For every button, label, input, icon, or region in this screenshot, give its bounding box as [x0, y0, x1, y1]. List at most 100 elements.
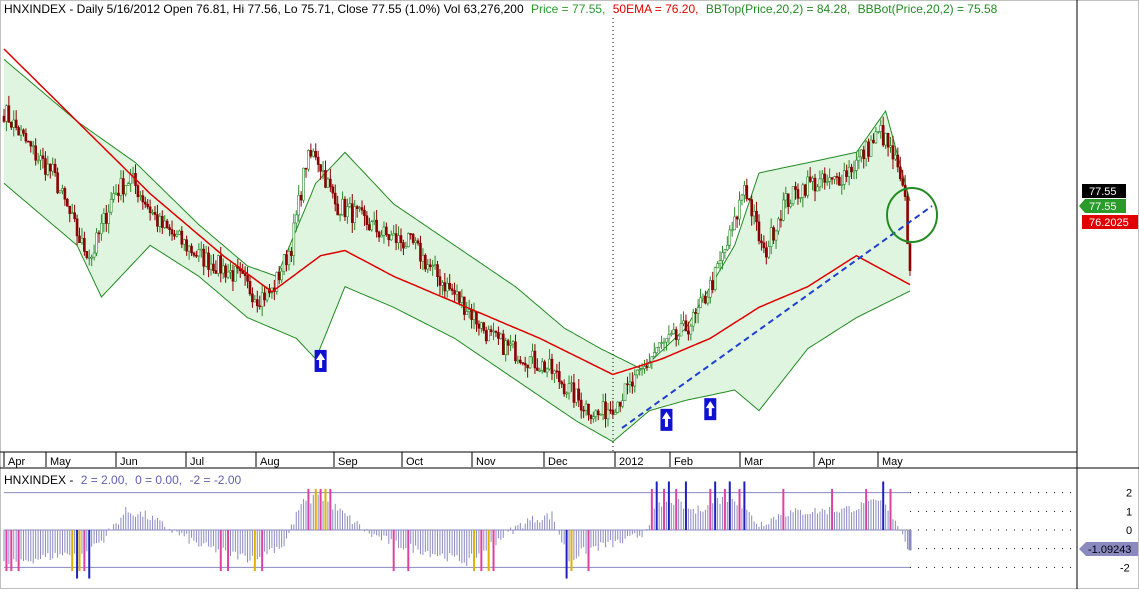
close-price-tag: 77.55: [1089, 201, 1117, 213]
candle: [207, 246, 210, 278]
candle: [504, 337, 508, 362]
candle: [441, 280, 444, 296]
candle: [404, 241, 408, 249]
candle: [411, 233, 415, 245]
candle: [867, 138, 870, 162]
price-candles: [2, 95, 912, 428]
candle: [307, 149, 310, 172]
candle: [755, 201, 758, 231]
date-tick-label: Jul: [190, 456, 204, 468]
candle: [818, 170, 822, 192]
candle: [424, 253, 427, 272]
candle: [796, 183, 800, 205]
candle: [68, 205, 72, 223]
candle: [465, 301, 469, 315]
candle: [151, 209, 154, 216]
candle: [599, 413, 602, 416]
osc-header: HNXINDEX - 2 = 2.00, 0 = 0.00, -2 = -2.0…: [4, 473, 241, 487]
buy-arrow: [660, 408, 673, 431]
osc-value-text: -1.09243: [1088, 544, 1131, 556]
candle: [324, 160, 327, 189]
candle: [363, 205, 366, 226]
candle: [655, 346, 659, 355]
candle: [823, 167, 827, 190]
candle: [389, 230, 393, 242]
candle: [665, 338, 668, 351]
candle: [477, 320, 481, 336]
candle: [117, 184, 120, 203]
date-tick-label: Feb: [674, 456, 693, 468]
candle: [555, 363, 559, 379]
candle: [565, 391, 568, 399]
candle: [392, 224, 395, 236]
candle: [204, 245, 208, 268]
candle: [594, 409, 598, 422]
date-tick-label: 2012: [619, 456, 643, 468]
candle: [657, 342, 661, 352]
candle: [112, 186, 115, 203]
candle: [494, 330, 498, 338]
candle: [380, 229, 383, 238]
candle: [90, 254, 93, 267]
candle: [631, 372, 634, 394]
candle: [202, 244, 206, 276]
candle: [718, 251, 722, 272]
buy-signal-arrows: [314, 349, 717, 431]
candle: [397, 226, 400, 250]
candle: [136, 183, 140, 203]
candle: [618, 401, 622, 413]
candle: [652, 342, 656, 359]
osc-bars: [3, 481, 912, 579]
close-price-tag-bg: [1079, 199, 1126, 213]
candle: [750, 195, 753, 226]
bollinger-band-lines: [3, 58, 911, 443]
candle: [716, 261, 719, 269]
candle: [886, 132, 890, 157]
candle: [360, 200, 364, 215]
candle: [358, 205, 361, 213]
candle: [243, 266, 247, 286]
last-price-tag-bg: [1082, 184, 1126, 198]
candle: [285, 250, 288, 272]
candle: [104, 204, 108, 232]
candle: [735, 215, 739, 228]
candle: [251, 287, 254, 308]
candle: [314, 143, 318, 161]
candle: [414, 237, 417, 250]
candle: [582, 405, 585, 419]
candle: [570, 375, 573, 393]
candle: [896, 147, 900, 173]
candle: [601, 393, 605, 421]
candle: [14, 110, 18, 131]
candle: [726, 236, 729, 252]
candle: [17, 125, 20, 136]
candle: [828, 168, 831, 190]
candle: [577, 379, 581, 408]
candle: [346, 198, 349, 224]
date-tick-label: Apr: [8, 456, 25, 468]
candle: [704, 290, 707, 305]
candle: [185, 235, 188, 256]
candle: [850, 163, 853, 179]
candle: [190, 243, 193, 257]
candle: [847, 160, 851, 186]
candle: [791, 186, 795, 207]
candle: [372, 211, 376, 226]
candle: [645, 359, 649, 371]
candle: [53, 158, 57, 177]
candle: [499, 332, 503, 340]
candle: [44, 151, 47, 181]
candle: [908, 241, 912, 276]
candle: [212, 254, 215, 274]
candle: [178, 229, 181, 235]
candle: [19, 125, 23, 141]
osc-axis: 2 1 0 -2: [1120, 488, 1132, 575]
date-tick-label: Dec: [548, 456, 568, 468]
candle: [246, 266, 249, 289]
candle: [531, 343, 534, 364]
candle: [10, 121, 13, 131]
candle: [297, 185, 300, 222]
candle: [596, 408, 600, 421]
candle: [842, 162, 846, 190]
